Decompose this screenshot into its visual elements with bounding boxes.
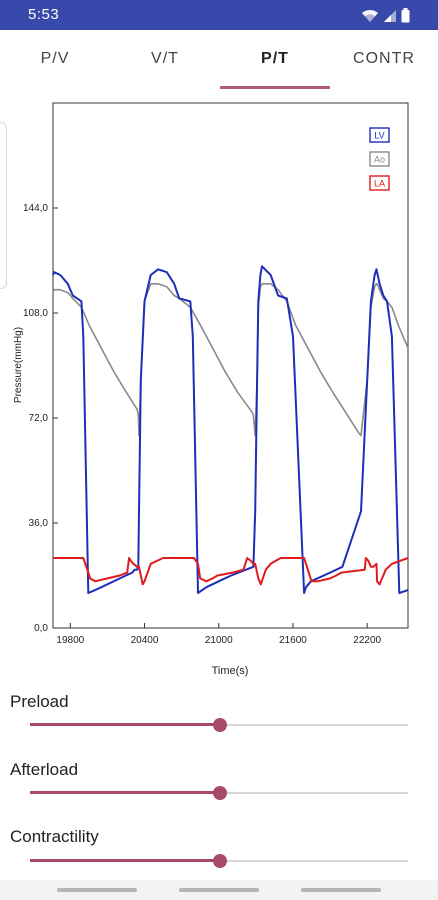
x-tick-label: 21600	[279, 635, 307, 646]
tab-indicator	[220, 86, 330, 89]
legend-box-lv	[369, 127, 390, 143]
contractility-thumb[interactable]	[212, 854, 227, 868]
series-line-lv	[52, 265, 409, 594]
tab-pv[interactable]: P/V	[40, 50, 70, 67]
contractility-label: Contractility	[10, 827, 99, 846]
legend: LV Ao LA	[369, 127, 390, 191]
pressure-time-chart: 0,0 36,0 72,0 108,0 144,0 19800 20400 21000 2160…	[13, 102, 409, 677]
legend-label-la: LA	[374, 179, 385, 189]
tab-pt[interactable]: P/T	[261, 50, 289, 67]
preload-thumb[interactable]	[212, 718, 227, 732]
afterload-label: Afterload	[10, 760, 79, 779]
series-layer	[52, 265, 409, 594]
contractility-slider[interactable]	[30, 850, 408, 872]
x-tick-label: 21000	[205, 635, 233, 646]
battery-icon	[401, 8, 410, 23]
nav-home-pill[interactable]	[179, 888, 259, 892]
afterload-track-fill	[30, 791, 220, 794]
y-tick-label: 108,0	[23, 308, 48, 319]
contractility-track-fill	[30, 859, 220, 862]
series-line-la	[53, 557, 409, 586]
status-icons	[361, 7, 410, 23]
legend-label-lv: LV	[374, 131, 384, 141]
y-tick-label: 0,0	[34, 623, 48, 634]
wifi-icon	[362, 9, 378, 22]
legend-box-la	[369, 175, 390, 191]
series-line-ao	[52, 283, 409, 437]
tab-vt[interactable]: V/T	[151, 50, 179, 67]
plot-frame	[52, 102, 409, 629]
tab-contr[interactable]: CONTR	[353, 50, 415, 67]
nav-back-pill[interactable]	[301, 888, 381, 892]
status-time: 5:53	[28, 6, 60, 23]
signal-icon	[384, 10, 396, 22]
preload-label: Preload	[10, 692, 69, 711]
afterload-thumb[interactable]	[212, 786, 227, 800]
x-axis-label: Time(s)	[212, 665, 249, 677]
preload-slider[interactable]	[30, 714, 408, 736]
preload-track-fill	[30, 723, 220, 726]
tab-bar: P/V V/T P/T CONTR	[0, 30, 438, 90]
y-tick-label: 72,0	[29, 413, 49, 424]
tick-layer: 0,0 36,0 72,0 108,0 144,0 19800 20400 21000 2160…	[23, 203, 382, 646]
y-tick-label: 144,0	[23, 203, 48, 214]
system-nav-bar	[0, 880, 438, 900]
x-tick-label: 22200	[353, 635, 381, 646]
legend-box-ao	[369, 151, 390, 167]
afterload-slider[interactable]	[30, 782, 408, 804]
x-tick-label: 20400	[131, 635, 159, 646]
nav-recents-pill[interactable]	[57, 888, 137, 892]
status-bar: 5:53	[0, 0, 438, 30]
y-tick-label: 36,0	[29, 518, 49, 529]
x-tick-label: 19800	[56, 635, 84, 646]
legend-label-ao: Ao	[374, 155, 385, 165]
y-axis-label: Pressure(mmHg)	[13, 327, 24, 403]
